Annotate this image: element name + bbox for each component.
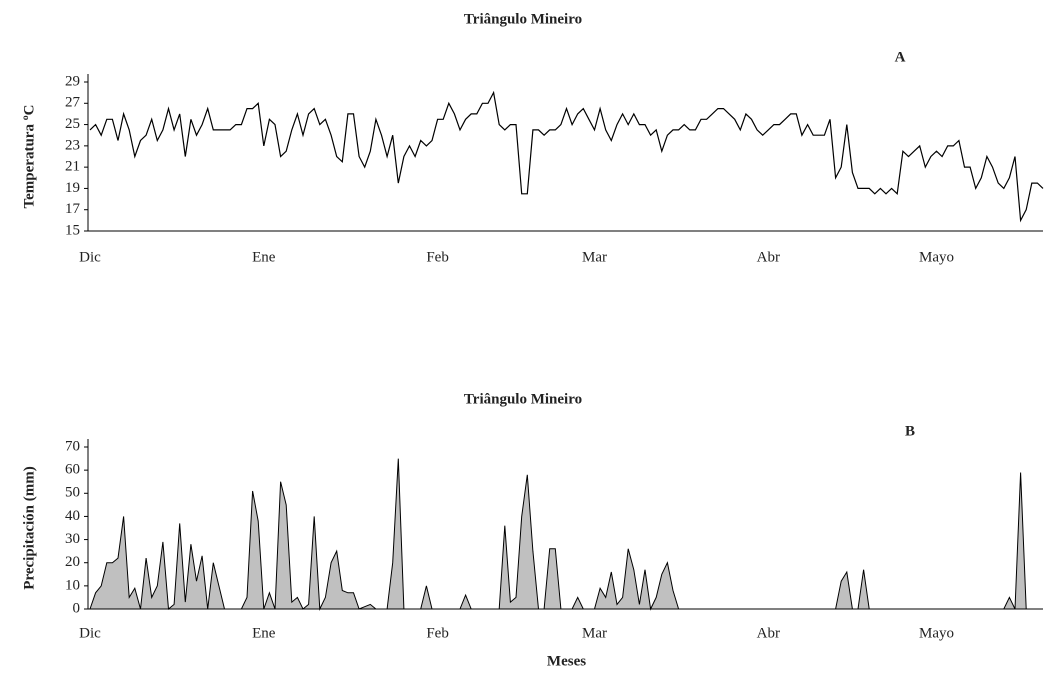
x-tick-label: Feb <box>426 625 449 641</box>
chart-title: Triângulo Mineiro <box>464 391 582 407</box>
y-tick-label: 50 <box>65 485 80 501</box>
x-tick-label: Mayo <box>919 249 954 265</box>
panel-label: A <box>895 49 906 65</box>
y-tick-label: 19 <box>65 180 80 196</box>
y-tick-label: 20 <box>65 554 80 570</box>
x-tick-label: Abr <box>757 625 780 641</box>
y-tick-label: 29 <box>65 73 80 89</box>
y-tick-label: 70 <box>65 438 80 454</box>
y-tick-label: 30 <box>65 531 80 547</box>
x-tick-label: Ene <box>252 249 276 265</box>
y-tick-label: 15 <box>65 222 80 238</box>
chart-title: Triângulo Mineiro <box>464 11 582 27</box>
x-tick-label: Ene <box>252 625 276 641</box>
x-tick-label: Dic <box>79 625 101 641</box>
area <box>89 458 1043 611</box>
panel-label: B <box>905 423 915 439</box>
y-tick-label: 25 <box>65 116 80 132</box>
y-tick-label: 10 <box>65 577 80 593</box>
y-tick-label: 27 <box>65 95 81 111</box>
y-tick-label: 60 <box>65 462 80 478</box>
y-tick-label: 17 <box>65 201 81 217</box>
y-tick-label: 0 <box>73 600 81 616</box>
x-tick-label: Mar <box>582 249 607 265</box>
x-tick-label: Dic <box>79 249 101 265</box>
y-axis-title: Temperatura ºC <box>21 105 37 209</box>
y-axis-title: Precipitación (mm) <box>21 466 37 589</box>
y-tick-label: 40 <box>65 508 80 524</box>
x-axis-title: Meses <box>547 653 586 669</box>
y-tick-label: 23 <box>65 137 80 153</box>
y-tick-label: 21 <box>65 159 80 175</box>
x-tick-label: Abr <box>757 249 780 265</box>
x-tick-label: Mayo <box>919 625 954 641</box>
x-tick-label: Mar <box>582 625 607 641</box>
x-tick-label: Feb <box>426 249 449 265</box>
line <box>89 90 1044 223</box>
